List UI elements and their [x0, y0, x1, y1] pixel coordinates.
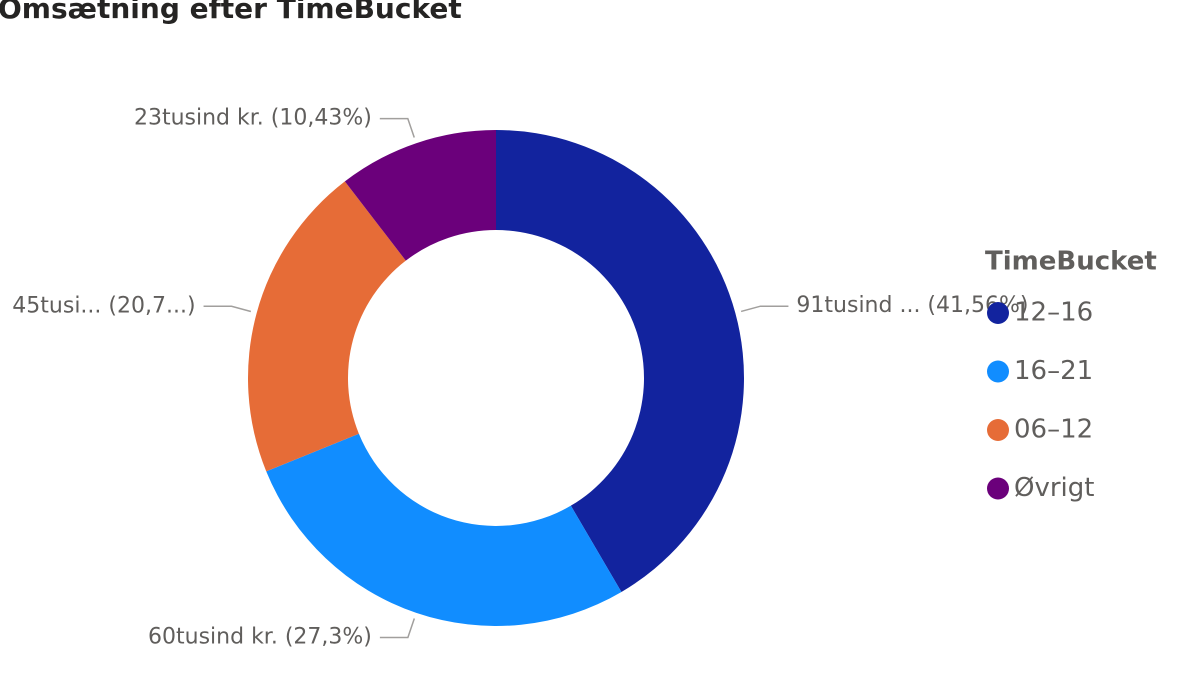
legend-marker [987, 419, 1009, 441]
donut-segment [344, 130, 496, 261]
legend-label: Øvrigt [1014, 473, 1094, 503]
legend-marker [987, 302, 1009, 324]
legend-label: 16–21 [1014, 356, 1093, 386]
data-label: 23tusind kr. (10,43%) [134, 106, 372, 131]
leader-line [740, 305, 789, 313]
legend-title: TimeBucket [985, 247, 1157, 277]
legend-marker [987, 477, 1009, 500]
legend-label: 12–16 [1014, 298, 1093, 328]
donut-segment [266, 433, 622, 626]
leader-line [379, 618, 416, 639]
legend-label: 06–12 [1014, 415, 1093, 445]
donut-segment [247, 181, 406, 472]
chart-title: Omsætning efter TimeBucket [0, 0, 462, 25]
donut-segment [496, 130, 744, 592]
data-label: 60tusind kr. (27,3%) [148, 624, 372, 649]
data-label: 45tusi... (20,7...) [12, 293, 195, 318]
legend-marker [987, 360, 1009, 383]
leader-line [203, 305, 252, 313]
leader-line [379, 117, 415, 138]
